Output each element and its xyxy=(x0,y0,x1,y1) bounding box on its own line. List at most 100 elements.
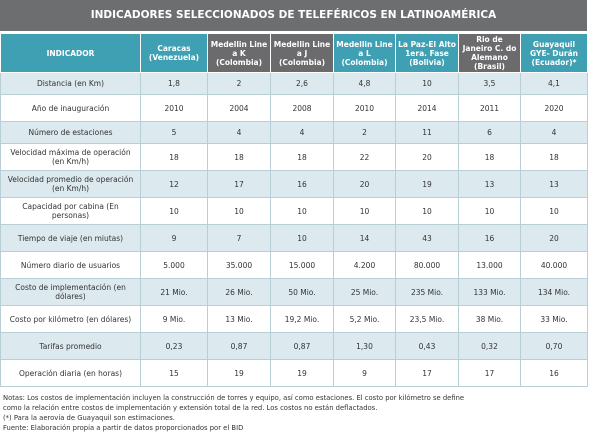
table-cell: 13.000 xyxy=(458,251,521,279)
header-cell: Guayaquil GYE- Durán (Ecuador)* xyxy=(520,33,588,73)
table-cell: 13 Mio. xyxy=(207,305,271,333)
table-cell: 2004 xyxy=(207,94,271,122)
row-label: Número diario de usuarios xyxy=(0,251,141,279)
table-cell: 18 xyxy=(458,143,521,171)
header-cell: Medellin Line a J (Colombia) xyxy=(270,33,334,73)
table-cell: 15.000 xyxy=(270,251,334,279)
table-cell: 10 xyxy=(207,197,271,225)
table-cell: 16 xyxy=(520,359,588,387)
table-cell: 20 xyxy=(333,170,396,198)
table-cell: 26 Mio. xyxy=(207,278,271,306)
table-cell: 235 Mio. xyxy=(395,278,459,306)
table-cell: 0,70 xyxy=(520,332,588,360)
table-cell: 19,2 Mio. xyxy=(270,305,334,333)
table-cell: 0,32 xyxy=(458,332,521,360)
table-cell: 22 xyxy=(333,143,396,171)
table: INDICADOR Caracas (Venezuela) Medellin Lin… xyxy=(0,33,588,387)
table-cell: 11 xyxy=(395,121,459,144)
table-row: Tarifas promedio 0,23 0,87 0,87 1,30 0,43 0,32… xyxy=(0,332,588,360)
table-cell: 17 xyxy=(207,170,271,198)
row-label: Tarifas promedio xyxy=(0,332,141,360)
table-cell: 43 xyxy=(395,224,459,252)
table-cell: 134 Mio. xyxy=(520,278,588,306)
header-cell: Rio de Janeiro C. do Alemano (Brasil) xyxy=(458,33,521,73)
table-cell: 4 xyxy=(520,121,588,144)
table-cell: 50 Mio. xyxy=(270,278,334,306)
table-cell: 5,2 Mio. xyxy=(333,305,396,333)
table-row: Velocidad máxima de operación (en Km/h) 1… xyxy=(0,143,588,171)
table-row: Número de estaciones 5 4 4 2 11 6 4 xyxy=(0,121,588,144)
row-label: Velocidad promedio de operación (en Km/h… xyxy=(0,170,141,198)
table-cell: 9 xyxy=(140,224,208,252)
table-cell: 4,1 xyxy=(520,72,588,95)
row-label: Costo por kilómetro (en dólares) xyxy=(0,305,141,333)
table-cell: 4 xyxy=(207,121,271,144)
header-cell: Medellin Line a K (Colombia) xyxy=(207,33,271,73)
table-cell: 23,5 Mio. xyxy=(395,305,459,333)
row-label: Tiempo de viaje (en miutas) xyxy=(0,224,141,252)
table-cell: 13 xyxy=(520,170,588,198)
note-line: (*) Para la aerovía de Guayaquil son est… xyxy=(3,414,175,422)
table-cell: 2,6 xyxy=(270,72,334,95)
table-cell: 20 xyxy=(395,143,459,171)
table-cell: 17 xyxy=(458,359,521,387)
table-cell: 14 xyxy=(333,224,396,252)
table-cell: 7 xyxy=(207,224,271,252)
table-cell: 18 xyxy=(270,143,334,171)
note-line: como la relación entre costos de impleme… xyxy=(3,404,378,412)
row-label: Año de inauguración xyxy=(0,94,141,122)
table-cell: 21 Mio. xyxy=(140,278,208,306)
table-cell: 2 xyxy=(207,72,271,95)
row-label: Capacidad por cabina (En personas) xyxy=(0,197,141,225)
table-cell: 10 xyxy=(140,197,208,225)
table-row: Año de inauguración 2010 2004 2008 2010 2014 2… xyxy=(0,94,588,122)
row-label: Costo de implementación (en dólares) xyxy=(0,278,141,306)
table-cell: 19 xyxy=(270,359,334,387)
table-cell: 10 xyxy=(395,72,459,95)
table-cell: 10 xyxy=(270,197,334,225)
table-cell: 0,87 xyxy=(270,332,334,360)
table-cell: 5 xyxy=(140,121,208,144)
header-cell: Caracas (Venezuela) xyxy=(140,33,208,73)
table-cell: 17 xyxy=(395,359,459,387)
note-line: Notas: Los costos de implementación incl… xyxy=(3,394,465,402)
table-row: Número diario de usuarios 5.000 35.000 15.0… xyxy=(0,251,588,279)
table-cell: 3,5 xyxy=(458,72,521,95)
table-cell: 2010 xyxy=(140,94,208,122)
table-cell: 25 Mio. xyxy=(333,278,396,306)
table-cell: 5.000 xyxy=(140,251,208,279)
table-cell: 133 Mio. xyxy=(458,278,521,306)
table-cell: 33 Mio. xyxy=(520,305,588,333)
table-cell: 6 xyxy=(458,121,521,144)
table-cell: 2014 xyxy=(395,94,459,122)
table-row: Costo por kilómetro (en dólares) 9 Mio. 13… xyxy=(0,305,588,333)
table-cell: 35.000 xyxy=(207,251,271,279)
table-cell: 10 xyxy=(458,197,521,225)
table-cell: 1,30 xyxy=(333,332,396,360)
table-cell: 4,8 xyxy=(333,72,396,95)
row-label: Distancia (en Km) xyxy=(0,72,141,95)
table-cell: 16 xyxy=(270,170,334,198)
table-title: INDICADORES SELECCIONADOS DE TELEFÉRICOS… xyxy=(0,0,587,31)
table-cell: 13 xyxy=(458,170,521,198)
table-cell: 4 xyxy=(270,121,334,144)
table-cell: 12 xyxy=(140,170,208,198)
table-cell: 19 xyxy=(395,170,459,198)
table-cell: 19 xyxy=(207,359,271,387)
table-cell: 1,8 xyxy=(140,72,208,95)
header-row: INDICADOR Caracas (Venezuela) Medellin Lin… xyxy=(0,33,588,73)
table-row: Operación diaria (en horas) 15 19 19 9 17 17 16 xyxy=(0,359,588,387)
row-label: Número de estaciones xyxy=(0,121,141,144)
table-cell: 18 xyxy=(140,143,208,171)
table-row: Costo de implementación (en dólares) 21 M… xyxy=(0,278,588,306)
table-row: Velocidad promedio de operación (en Km/h… xyxy=(0,170,588,198)
table-cell: 18 xyxy=(520,143,588,171)
notes: Notas: Los costos de implementación incl… xyxy=(3,393,593,433)
table-cell: 16 xyxy=(458,224,521,252)
table-body: Distancia (en Km) 1,8 2 2,6 4,8 10 3,5 4,1 Año d… xyxy=(0,72,588,387)
table-cell: 10 xyxy=(520,197,588,225)
table-cell: 2011 xyxy=(458,94,521,122)
table-cell: 2 xyxy=(333,121,396,144)
table-cell: 0,87 xyxy=(207,332,271,360)
